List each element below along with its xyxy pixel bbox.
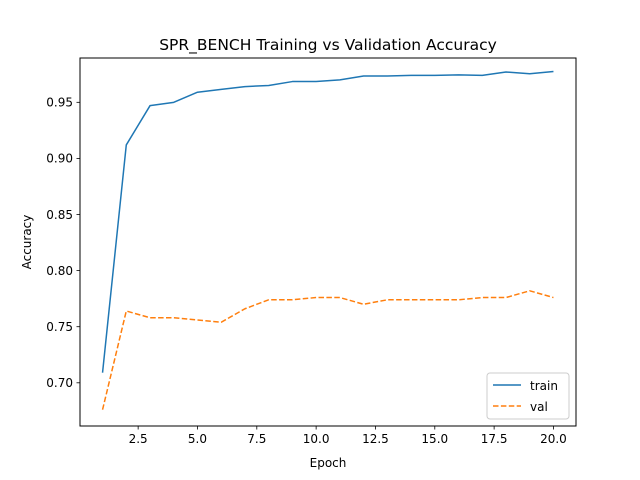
axes-frame xyxy=(79,57,577,427)
x-tick-label: 12.5 xyxy=(362,432,389,446)
x-axis-label: Epoch xyxy=(310,456,347,470)
series-line-val xyxy=(101,290,554,410)
legend-label-train: train xyxy=(530,379,558,393)
y-tick-label: 0.85 xyxy=(46,208,73,222)
legend-label-val: val xyxy=(530,400,548,414)
y-tick-label: 0.80 xyxy=(46,264,73,278)
x-tick-label: 5.0 xyxy=(188,432,207,446)
x-tick-label: 2.5 xyxy=(129,432,148,446)
x-tick-label: 17.5 xyxy=(481,432,508,446)
chart-title: SPR_BENCH Training vs Validation Accurac… xyxy=(159,36,497,55)
y-axis-label: Accuracy xyxy=(20,215,34,270)
series-line-train xyxy=(101,70,554,373)
y-tick-label: 0.95 xyxy=(46,96,73,110)
plot-area xyxy=(101,70,554,410)
x-tick-label: 7.5 xyxy=(247,432,266,446)
legend: train val xyxy=(486,372,570,420)
x-tick-label: 15.0 xyxy=(421,432,448,446)
x-tick-label: 10.0 xyxy=(303,432,330,446)
y-tick-label: 0.75 xyxy=(46,320,73,334)
y-tick-label: 0.70 xyxy=(46,376,73,390)
axis-ticks: 2.5 5.0 7.5 10.0 12.5 15.0 17.5 20.0 0.70 0.75 0.8… xyxy=(46,96,567,446)
y-tick-label: 0.90 xyxy=(46,152,73,166)
x-tick-label: 20.0 xyxy=(540,432,567,446)
